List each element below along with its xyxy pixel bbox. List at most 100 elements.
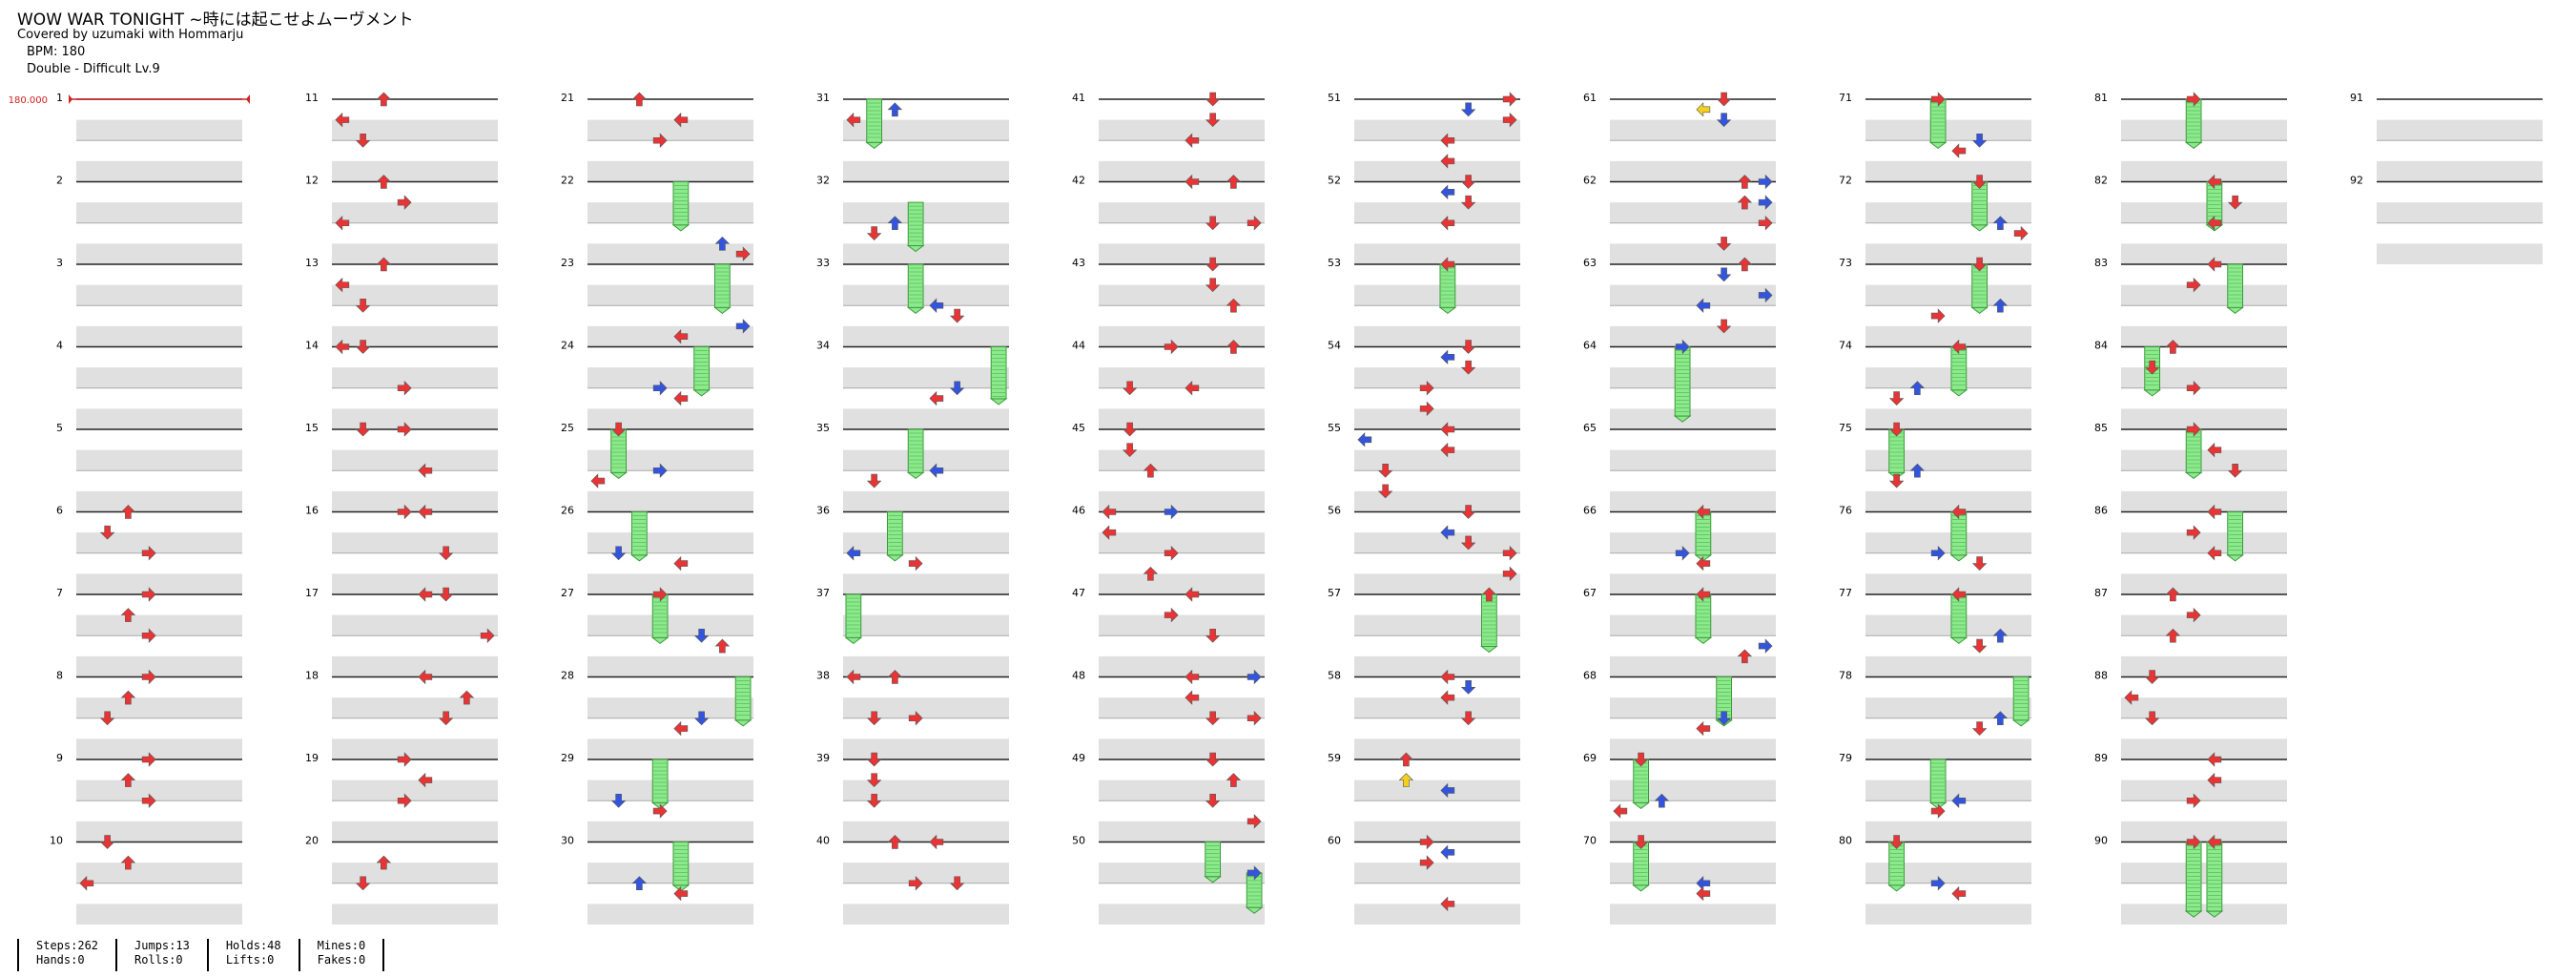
arrow-down-icon [1888, 473, 1905, 488]
arrow-left-icon [2207, 834, 2222, 850]
stat-group-mines: Mines:0 Fakes:0 [298, 939, 385, 971]
beat-band [2121, 160, 2287, 182]
measure-number: 83 [2094, 257, 2108, 269]
song-title: WOW WAR TONIGHT ~時には起こせよムーヴメント [17, 10, 414, 30]
step-chart: 1234567891011121314151617181920212223242… [9, 92, 2543, 925]
beat-band [587, 284, 753, 306]
arrow-down-icon [355, 340, 371, 354]
measure-number: 21 [561, 92, 574, 104]
measure-number: 13 [305, 257, 319, 269]
hold-tail [671, 224, 690, 232]
beat-band [1354, 408, 1520, 429]
arrow-down-icon [949, 308, 965, 323]
arrow-up-icon [887, 670, 903, 684]
measure-number: 74 [1839, 340, 1852, 352]
measure-number: 18 [305, 670, 319, 682]
arrow-right-icon [1247, 711, 1262, 726]
measure-number: 71 [1839, 92, 1852, 104]
arrow-left-icon [846, 546, 861, 561]
measure-number: 3 [56, 257, 63, 269]
beat-band [76, 243, 242, 264]
hold-tail [1673, 415, 1692, 423]
measure-number: 82 [2094, 175, 2108, 187]
beat-band [587, 490, 753, 512]
arrow-left-icon [1696, 102, 1711, 117]
measure-number: 9 [56, 752, 63, 764]
measure-number: 32 [816, 175, 830, 187]
measure-number: 53 [1328, 257, 1341, 269]
bpm-label: BPM: 180 [27, 45, 86, 59]
beat-band [1099, 821, 1265, 842]
arrow-left-icon [1440, 216, 1455, 231]
beat-band [1610, 573, 1776, 594]
beat-band [587, 367, 753, 388]
arrow-left-icon [1951, 504, 1967, 520]
hold-body [651, 759, 669, 803]
arrow-up-icon [1481, 587, 1497, 602]
hold-body [2227, 511, 2243, 556]
beat-band [1610, 119, 1776, 141]
beat-band [1865, 573, 2031, 594]
arrow-down-icon [1205, 628, 1221, 643]
arrow-left-icon [1185, 690, 1200, 705]
arrow-left-icon [335, 216, 350, 231]
beat-band [843, 284, 1009, 306]
arrow-up-icon [376, 175, 392, 189]
arrow-left-icon [1440, 154, 1455, 169]
beat-band [1354, 863, 1520, 883]
beat-band [1865, 119, 2031, 141]
arrow-down-icon [1205, 752, 1221, 767]
arrow-down-icon [1971, 556, 1988, 571]
beat-band [332, 449, 498, 471]
beat-band [1099, 863, 1265, 883]
measure-number: 91 [2350, 92, 2363, 104]
arrow-up-icon [2165, 587, 2181, 602]
hold-body [887, 511, 903, 556]
stat-group-steps: Steps:262 Hands:0 [17, 939, 115, 971]
measure-number: 44 [1072, 340, 1085, 352]
beat-band [1099, 532, 1265, 553]
hold-tail [630, 554, 649, 562]
beat-band [1610, 160, 1776, 182]
arrow-down-icon [866, 773, 882, 788]
arrow-down-icon [1716, 711, 1732, 726]
arrow-right-icon [2186, 607, 2201, 623]
arrow-down-icon [1971, 257, 1988, 272]
arrow-down-icon [1377, 463, 1393, 478]
arrow-down-icon [1122, 422, 1138, 437]
measure-number: 88 [2094, 670, 2108, 682]
arrow-right-icon [652, 587, 668, 602]
arrow-up-icon [1226, 340, 1242, 354]
arrow-up-icon [714, 638, 731, 654]
arrow-down-icon [866, 226, 882, 240]
arrow-right-icon [1247, 216, 1262, 231]
arrow-down-icon [1888, 391, 1905, 405]
stat-group-holds: Holds:48 Lifts:0 [206, 939, 299, 971]
measure-number: 42 [1072, 175, 1085, 187]
beat-band [587, 325, 753, 347]
beat-band [332, 325, 498, 347]
stat-steps: Steps:262 [36, 939, 99, 952]
beat-band [1354, 284, 1520, 306]
arrow-right-icon [141, 752, 156, 767]
measure-number: 41 [1072, 92, 1085, 104]
arrow-down-icon [1377, 484, 1393, 499]
measure-number: 56 [1328, 505, 1341, 517]
measure-number: 75 [1839, 422, 1852, 434]
hold-tail [1949, 389, 1968, 397]
arrow-left-icon [1613, 803, 1628, 819]
beat-band [1865, 863, 2031, 883]
hold-tail [1949, 554, 1968, 562]
measure-number: 27 [561, 587, 574, 599]
measure-number: 28 [561, 670, 574, 682]
beat-band [843, 490, 1009, 512]
arrow-right-icon [2186, 277, 2201, 293]
hold-tail [650, 636, 670, 645]
bpm-marker-start [69, 94, 72, 104]
measure-number: 84 [2094, 340, 2108, 352]
beat-band [1865, 697, 2031, 718]
arrow-left-icon [1951, 793, 1967, 808]
beat-band [2377, 243, 2543, 264]
beat-band [332, 160, 498, 182]
arrow-right-icon [1164, 607, 1179, 623]
